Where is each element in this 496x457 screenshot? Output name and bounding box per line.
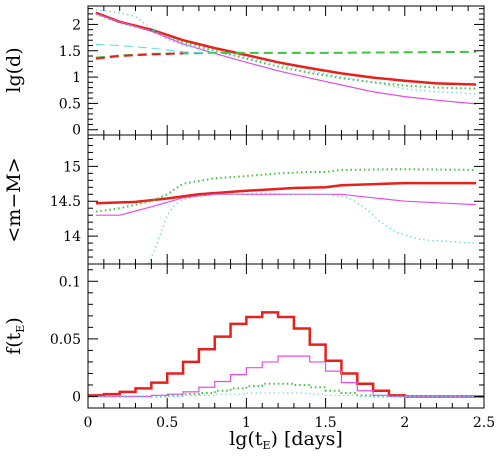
y-tick-label: 0.1 (59, 274, 81, 290)
series-line-top-0 (95, 11, 477, 86)
histogram-bottom-3 (88, 392, 484, 397)
x-axis-label: lg(tE) [days] (229, 428, 343, 452)
panel-frame (87, 263, 485, 409)
y-tick-label: 0.5 (59, 96, 81, 112)
panel-lg-d: 0 0.5 1 1.5 2 (59, 5, 485, 139)
x-axis-label-main: lg(t (229, 428, 263, 450)
histogram-bottom-1 (88, 355, 484, 398)
x-axis-label-close: ) [days] (271, 428, 343, 450)
series-line-middle-2 (95, 193, 477, 216)
y-tick-label: 0.05 (50, 332, 81, 348)
y-tick-label: 14.5 (50, 194, 81, 210)
x-tick-label: 0.5 (156, 415, 178, 431)
plot-area (88, 311, 484, 398)
series-line-top-5 (95, 52, 184, 60)
x-axis-label-sub: E (263, 439, 271, 452)
axis-labels: lg(d) <m−M> f(tE) lg(tE) [days] (3, 47, 343, 452)
panel-mean-magnitude: 14 14.5 15 (50, 134, 485, 265)
y-tick-label: 15 (63, 159, 81, 175)
histogram-bottom-2 (88, 382, 484, 398)
x-tick-label: 1 (242, 415, 251, 431)
series-line-middle-3 (147, 192, 477, 264)
series-line-middle-1 (95, 168, 477, 213)
x-tick-label: 2.5 (473, 415, 495, 431)
y-axis-label-bottom-close: ) (3, 317, 25, 324)
series-line-top-1 (95, 12, 477, 90)
x-tick-label: 1.5 (314, 415, 336, 431)
series-line-top-6 (95, 43, 215, 54)
x-tick-label: 2 (400, 415, 409, 431)
y-axis-label-bottom-main: f(t (3, 332, 25, 354)
plot-area (95, 9, 477, 105)
series-line-middle-0 (95, 181, 477, 205)
series-line-top-2 (95, 13, 477, 105)
x-tick-label: 0 (84, 415, 93, 431)
y-axis-label-top: lg(d) (3, 47, 25, 92)
plot-area (95, 168, 477, 264)
y-tick-label: 1.5 (59, 44, 81, 60)
y-tick-label: 1 (72, 70, 81, 86)
y-tick-label: 0 (72, 123, 81, 139)
y-axis-label-bottom: f(tE) (3, 317, 27, 355)
panel-timescale-distribution: 0 0.05 0.1 0 0.5 1 1.5 2 2.5 (50, 263, 495, 431)
histogram-bottom-0 (88, 311, 484, 398)
series-line-top-3 (95, 9, 477, 95)
y-tick-label: 14 (63, 229, 81, 245)
y-tick-label: 2 (72, 17, 81, 33)
y-axis-label-bottom-sub: E (14, 325, 27, 333)
y-tick-label: 0 (72, 389, 81, 405)
y-axis-label-middle: <m−M> (3, 157, 25, 242)
